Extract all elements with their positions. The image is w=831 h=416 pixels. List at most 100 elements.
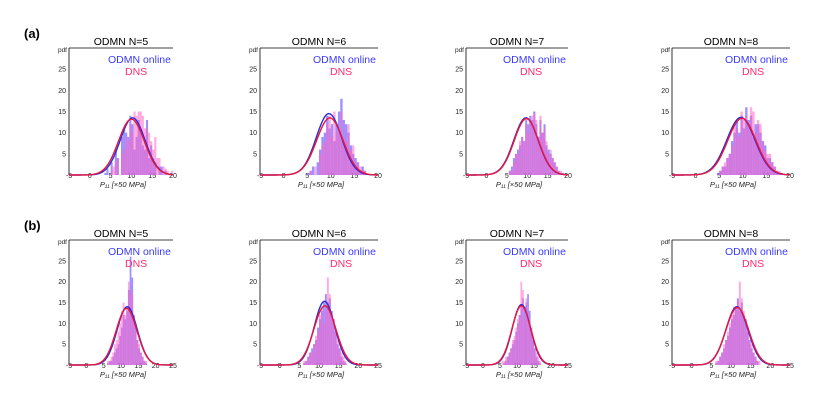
y-tick-label: 5: [459, 151, 463, 158]
y-tick-label: 25: [455, 67, 463, 74]
fit-curve-dns: [69, 307, 173, 366]
histogram-bar: [519, 141, 522, 175]
histogram-bar: [721, 166, 724, 175]
fit-curve-dns: [466, 305, 568, 366]
x-axis-label: P₁₁ [×50 MPa]: [496, 370, 543, 379]
y-tick-label: 10: [249, 130, 257, 137]
x-tick-label: 0: [690, 363, 694, 370]
legend-dns: DNS: [330, 66, 352, 78]
histogram-bar: [336, 340, 339, 365]
histogram-bar: [162, 166, 165, 175]
histogram-bar: [520, 281, 523, 365]
histogram-bar: [508, 352, 511, 365]
histogram-bar: [719, 170, 722, 175]
y-axis-label: pdf: [661, 47, 670, 54]
x-tick-label: 20: [169, 173, 177, 180]
panel-b-4: ODMN N=8 pdf 5 10 15 20 25 -5 0 5 10 15 20 25 P₁₁ [×50…: [661, 228, 794, 379]
fit-curve-dns: [672, 117, 791, 176]
histogram-bar: [525, 298, 528, 365]
x-tick-label: 10: [128, 173, 136, 180]
x-tick-label: 15: [747, 363, 755, 370]
histogram-dns: [715, 281, 761, 365]
x-axis-label: P₁₁ [×50 MPa]: [710, 180, 757, 189]
legend-dns: DNS: [742, 258, 764, 270]
fit-curve-dns: [260, 117, 379, 176]
legend-odmn-online: ODMN online: [503, 246, 566, 258]
histogram-bar: [324, 310, 327, 365]
x-axis-label: P₁₁ [×50 MPa]: [100, 180, 147, 189]
histogram-bar: [749, 107, 753, 175]
histogram-bar: [340, 352, 343, 365]
histogram-bar: [342, 136, 345, 175]
legend-odmn-online: ODMN online: [503, 54, 566, 66]
histogram-bar: [723, 162, 727, 175]
y-tick-label: 25: [661, 67, 669, 74]
histogram-bar: [321, 145, 324, 175]
histogram-bar: [738, 281, 741, 365]
x-tick-label: -5: [66, 173, 72, 180]
x-tick-label: 0: [278, 363, 282, 370]
histogram-bar: [539, 360, 541, 365]
histogram-bar: [145, 360, 147, 365]
histogram-bar: [732, 306, 735, 365]
histogram-bar: [740, 111, 743, 175]
histogram-bar: [729, 323, 731, 365]
x-tick-label: 5: [717, 173, 721, 180]
y-tick-label: 15: [661, 109, 669, 116]
y-tick-label: 25: [249, 67, 257, 74]
row-label-a: (a): [24, 26, 40, 41]
histogram-bar: [143, 360, 146, 365]
histogram-bar: [123, 149, 126, 175]
x-tick-label: -5: [66, 363, 72, 370]
histogram-bar: [517, 319, 519, 365]
histogram-bar: [315, 335, 318, 365]
histogram-dns: [107, 281, 147, 365]
x-tick-label: 25: [786, 363, 794, 370]
x-tick-label: 5: [109, 173, 113, 180]
histogram-bar: [115, 340, 118, 365]
x-tick-label: -5: [257, 173, 263, 180]
histogram-bar: [338, 348, 341, 365]
histogram-bar: [352, 145, 355, 175]
histogram-bar: [317, 331, 319, 365]
histogram-bar: [549, 149, 552, 175]
x-tick-label: 5: [505, 173, 509, 180]
x-tick-label: 25: [374, 363, 382, 370]
panels-container: ODMN N=5 pdf 5 10 15 20 25 -5 0 5 10 15 20 P₁₁ [×50 M…: [58, 36, 794, 379]
y-tick-label: 25: [58, 67, 66, 74]
histogram-bar: [114, 162, 117, 175]
x-tick-label: 20: [152, 363, 160, 370]
histogram-bar: [170, 170, 173, 175]
x-tick-label: 20: [354, 363, 362, 370]
x-tick-label: 10: [739, 173, 747, 180]
x-tick-label: 0: [84, 363, 88, 370]
histogram-bar: [715, 360, 718, 365]
x-axis-label: P₁₁ [×50 MPa]: [496, 180, 543, 189]
y-tick-label: 25: [58, 258, 66, 265]
x-tick-label: 15: [544, 173, 552, 180]
panel-title: ODMN N=6: [292, 36, 347, 48]
x-tick-label: 10: [315, 363, 323, 370]
histogram-bar: [337, 128, 341, 175]
histogram-bar: [340, 111, 343, 175]
histogram-bar: [523, 319, 526, 365]
x-axis-label: P₁₁ [×50 MPa]: [298, 180, 345, 189]
histogram-dns: [719, 107, 781, 175]
histogram-bar: [330, 136, 334, 175]
histogram-bar: [107, 360, 109, 365]
y-axis-label: pdf: [661, 239, 670, 246]
histogram-bar: [750, 344, 753, 365]
y-tick-label: 10: [455, 130, 463, 137]
panel-title: ODMN N=5: [94, 36, 149, 48]
x-tick-label: -5: [257, 363, 263, 370]
x-tick-label: 0: [88, 173, 92, 180]
x-tick-label: 15: [530, 363, 538, 370]
histogram-bar: [314, 166, 317, 175]
legend-dns: DNS: [742, 66, 764, 78]
histogram-bar: [164, 168, 167, 175]
histogram-bar: [545, 141, 548, 175]
histogram-bar: [114, 344, 116, 365]
histogram-bar: [555, 166, 558, 175]
panel-title: ODMN N=8: [704, 228, 759, 240]
histogram-bar: [752, 352, 755, 365]
